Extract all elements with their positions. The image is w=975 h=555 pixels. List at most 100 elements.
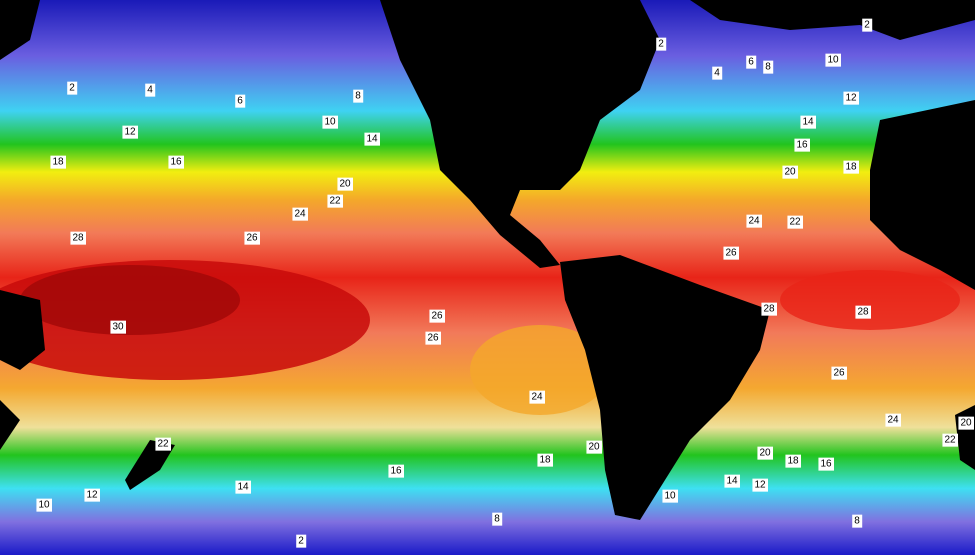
contour-label: 24	[294, 209, 306, 220]
contour-label: 18	[845, 162, 857, 173]
contour-label: 24	[531, 392, 543, 403]
contour-label: 22	[944, 435, 956, 446]
label-box	[746, 55, 757, 69]
label-box	[50, 155, 66, 169]
contour-label: 10	[827, 55, 839, 66]
label-box	[327, 194, 343, 208]
label-box	[818, 457, 834, 471]
label-box	[843, 160, 859, 174]
contour-label: 12	[754, 480, 766, 491]
cool-tongue	[470, 325, 610, 415]
contour-label: 2	[864, 20, 870, 31]
contour-label: 6	[237, 96, 243, 107]
label-box	[724, 474, 740, 488]
contour-label: 14	[366, 134, 378, 145]
contour-label: 14	[802, 117, 814, 128]
label-box	[67, 81, 78, 95]
contour-label: 20	[784, 167, 796, 178]
contour-label: 28	[763, 304, 775, 315]
label-box	[70, 231, 86, 245]
label-box	[492, 512, 503, 526]
label-box	[36, 498, 52, 512]
contour-label: 10	[324, 117, 336, 128]
label-box	[537, 453, 553, 467]
label-box	[322, 115, 338, 129]
label-box	[429, 309, 445, 323]
label-box	[757, 446, 773, 460]
label-box	[761, 302, 777, 316]
contour-label: 20	[588, 442, 600, 453]
label-box	[782, 165, 798, 179]
contour-label: 30	[112, 322, 124, 333]
contour-label: 28	[72, 233, 84, 244]
label-box	[885, 413, 901, 427]
label-box	[852, 514, 863, 528]
greenland	[690, 0, 975, 40]
south-america	[560, 255, 770, 520]
contour-label: 18	[787, 456, 799, 467]
label-box	[122, 125, 138, 139]
contour-label: 16	[820, 459, 832, 470]
contour-label: 24	[887, 415, 899, 426]
contour-label: 26	[833, 368, 845, 379]
label-box	[145, 83, 156, 97]
label-box	[168, 155, 184, 169]
label-box	[529, 390, 545, 404]
contour-label: 16	[170, 157, 182, 168]
label-box	[353, 89, 364, 103]
contour-label: 8	[765, 62, 771, 73]
contour-label: 26	[431, 311, 443, 322]
contour-label: 6	[748, 57, 754, 68]
label-box	[235, 480, 251, 494]
contour-label: 2	[298, 536, 304, 547]
contour-label: 8	[355, 91, 361, 102]
label-box	[855, 305, 871, 319]
warm-pool-core	[20, 265, 240, 335]
label-box	[235, 94, 246, 108]
contour-label: 24	[748, 216, 760, 227]
contour-label: 26	[725, 248, 737, 259]
label-box	[656, 37, 667, 51]
contour-label: 4	[714, 68, 720, 79]
label-box	[337, 177, 353, 191]
contour-label: 2	[658, 39, 664, 50]
australia-east	[0, 400, 20, 450]
label-box	[825, 53, 841, 67]
asia	[0, 0, 40, 60]
label-box	[244, 231, 260, 245]
contour-label: 22	[157, 439, 169, 450]
label-box	[155, 437, 171, 451]
contour-label: 8	[854, 516, 860, 527]
label-box	[752, 478, 768, 492]
label-box	[831, 366, 847, 380]
label-box	[84, 488, 100, 502]
label-box	[425, 331, 441, 345]
label-box	[942, 433, 958, 447]
north-america	[380, 0, 660, 268]
contour-label: 12	[86, 490, 98, 501]
contour-label: 18	[539, 455, 551, 466]
contour-label: 22	[329, 196, 341, 207]
new-zealand	[125, 440, 175, 490]
label-box	[800, 115, 816, 129]
contour-label: 8	[494, 514, 500, 525]
contour-label: 10	[38, 500, 50, 511]
contour-label: 14	[726, 476, 738, 487]
label-box	[862, 18, 873, 32]
contour-label: 16	[390, 466, 402, 477]
label-box	[364, 132, 380, 146]
contour-label: 26	[246, 233, 258, 244]
contour-label: 10	[664, 491, 676, 502]
contour-label: 2	[69, 83, 75, 94]
contour-label: 20	[339, 179, 351, 190]
label-box	[794, 138, 810, 152]
label-box	[292, 207, 308, 221]
contour-label: 16	[796, 140, 808, 151]
label-box	[296, 534, 307, 548]
contour-label: 28	[857, 307, 869, 318]
atlantic-warm	[780, 270, 960, 330]
label-box	[746, 214, 762, 228]
contour-label: 4	[147, 85, 153, 96]
